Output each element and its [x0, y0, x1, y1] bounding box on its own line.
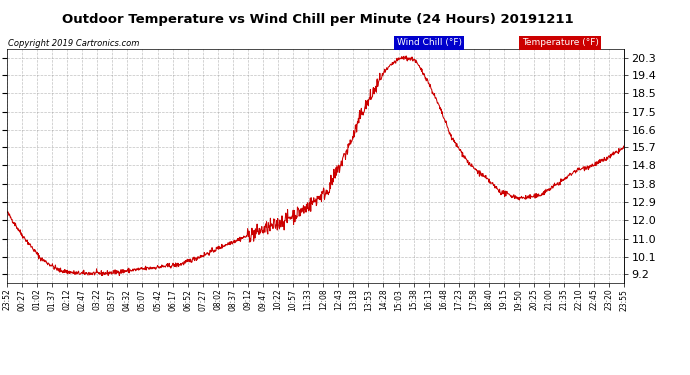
Text: Wind Chill (°F): Wind Chill (°F) — [397, 38, 462, 47]
Text: Outdoor Temperature vs Wind Chill per Minute (24 Hours) 20191211: Outdoor Temperature vs Wind Chill per Mi… — [61, 13, 573, 26]
Text: Copyright 2019 Cartronics.com: Copyright 2019 Cartronics.com — [8, 39, 139, 48]
Text: Temperature (°F): Temperature (°F) — [522, 38, 598, 47]
